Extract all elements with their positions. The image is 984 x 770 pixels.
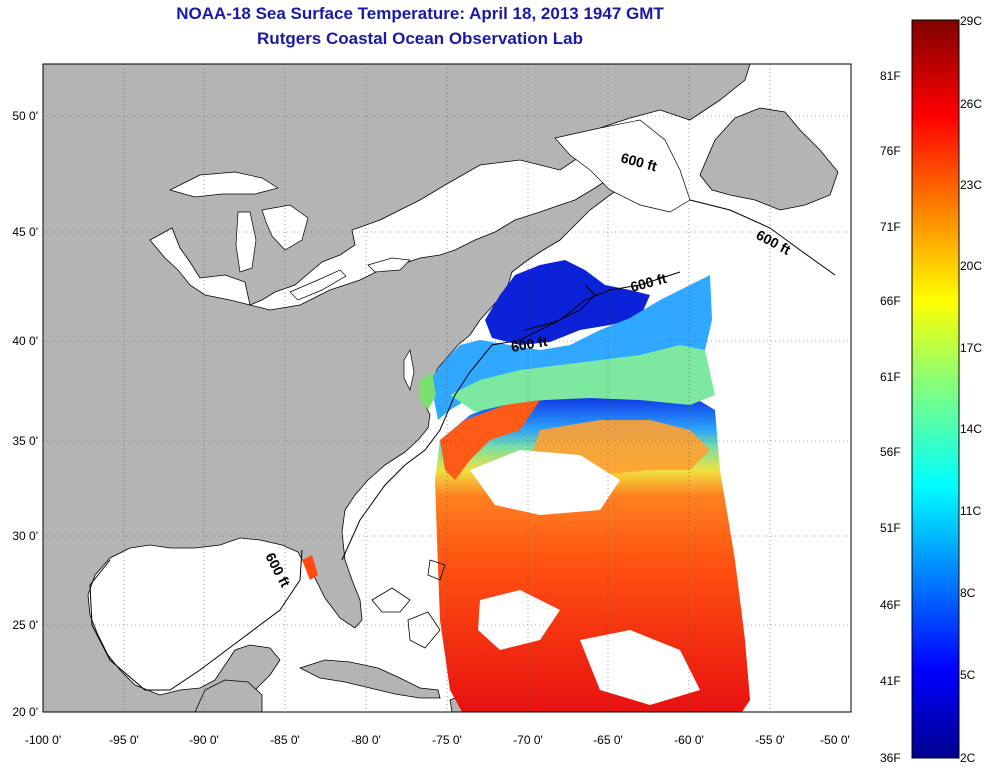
chesapeake-bay (403, 349, 415, 392)
colorbar-c-label: 20C (960, 259, 982, 273)
lake-huron (261, 204, 309, 251)
land-cuba (298, 659, 441, 699)
colorbar-c-label: 2C (960, 751, 976, 765)
bahamas-banks (371, 559, 446, 649)
land-north-america (43, 64, 751, 712)
lon-tick-label: -90 0' (189, 733, 219, 747)
sst-gulf-stream (440, 400, 540, 480)
lon-tick-label: -60 0' (674, 733, 704, 747)
lat-tick-label: 35 0' (12, 434, 38, 448)
lake-erie (289, 269, 347, 301)
colorbar-f-label: 71F (880, 220, 901, 234)
colorbar-c-label: 29C (960, 14, 982, 28)
lon-tick-label: -75 0' (432, 733, 462, 747)
colorbar-f-label: 56F (880, 445, 901, 459)
lon-tick-labels: -100 0' -95 0' -90 0' -85 0' -80 0' -75 … (25, 733, 850, 747)
contour-label-mid-atlantic: 600 ft (510, 333, 549, 355)
lat-gridlines (43, 115, 851, 626)
sst-slope-water (450, 345, 715, 412)
colorbar-f-label: 51F (880, 521, 901, 535)
sst-pamlico (420, 372, 436, 410)
colorbar-f-label: 66F (880, 294, 901, 308)
isobath-600ft-gulf (89, 549, 303, 691)
lake-michigan (235, 211, 257, 273)
sst-cloud-gap-1 (470, 450, 620, 515)
isobath-600ft-atlantic (341, 271, 681, 561)
chart-subtitle: Rutgers Coastal Ocean Observation Lab (257, 29, 583, 48)
colorbar-f-label: 81F (880, 69, 901, 83)
sst-cloud-gap-2 (478, 590, 560, 650)
colorbar-c-label: 11C (960, 504, 981, 518)
colorbar-celsius-labels: 2C 5C 8C 11C 14C 17C 20C 23C 26C 29C (960, 14, 982, 765)
lon-tick-label: -65 0' (593, 733, 623, 747)
lat-tick-labels: 20 0' 25 0' 30 0' 35 0' 40 0' 45 0' 50 0… (12, 109, 38, 719)
colorbar-c-label: 17C (960, 341, 982, 355)
colorbar-c-label: 26C (960, 97, 982, 111)
colorbar-c-label: 23C (960, 178, 982, 192)
colorbar-f-label: 41F (880, 674, 901, 688)
colorbar-f-label: 76F (880, 144, 901, 158)
lake-ontario (367, 257, 411, 273)
colorbar-fahrenheit-labels: 36F 41F 46F 51F 56F 61F 66F 71F 76F 81F (880, 69, 901, 765)
sst-gulf-maine-cold (485, 260, 650, 345)
lat-tick-label: 20 0' (12, 705, 38, 719)
lon-tick-label: -95 0' (109, 733, 139, 747)
lat-tick-label: 25 0' (12, 618, 38, 632)
colorbar-f-label: 61F (880, 370, 901, 384)
colorbar-c-label: 14C (960, 422, 982, 436)
lon-tick-label: -50 0' (820, 733, 850, 747)
lon-tick-label: -70 0' (513, 733, 543, 747)
lon-tick-label: -55 0' (755, 733, 785, 747)
chart-title: NOAA-18 Sea Surface Temperature: April 1… (176, 4, 664, 23)
lat-tick-label: 30 0' (12, 529, 38, 543)
lon-tick-label: -100 0' (25, 733, 61, 747)
gulf-st-lawrence (554, 119, 691, 213)
land-yucatan (194, 679, 263, 712)
sst-florida-coast (302, 555, 318, 580)
lat-tick-label: 40 0' (12, 334, 38, 348)
lon-tick-label: -85 0' (270, 733, 300, 747)
colorbar-c-label: 8C (960, 586, 976, 600)
land-newfoundland (699, 107, 839, 211)
lat-tick-label: 50 0' (12, 109, 38, 123)
lat-tick-label: 45 0' (12, 225, 38, 239)
lon-tick-label: -80 0' (351, 733, 381, 747)
map-border (42, 63, 852, 713)
lon-gridlines (123, 64, 771, 712)
colorbar-f-label: 36F (880, 751, 901, 765)
colorbar-f-label: 46F (880, 598, 901, 612)
colorbar-c-label: 5C (960, 668, 976, 682)
colorbar (911, 19, 960, 759)
sst-cloud-gap-3 (580, 630, 700, 705)
isobath-600ft-gulf-maine (524, 284, 596, 331)
